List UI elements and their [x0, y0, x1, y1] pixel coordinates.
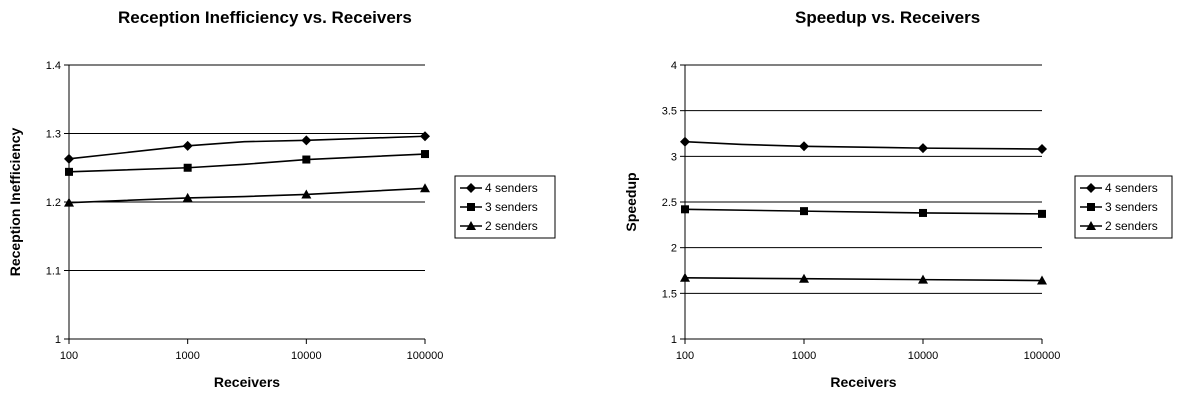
data-point — [421, 150, 429, 159]
data-point — [919, 208, 927, 217]
series-line — [68, 187, 426, 204]
series-4-senders — [680, 136, 1047, 155]
data-point — [183, 163, 192, 172]
legend-marker — [1087, 203, 1095, 211]
legend-marker — [466, 183, 476, 193]
reception-inefficiency-chart: Reception Inefficiency vs. Receivers 1 1.… — [7, 8, 556, 390]
y-tick-label: 1.4 — [46, 60, 61, 72]
legend: 4 senders 3 senders 2 senders — [454, 175, 556, 239]
data-point — [680, 272, 690, 282]
data-point — [64, 197, 74, 207]
x-tick-label: 1000 — [792, 350, 816, 362]
y-tick-label: 3.5 — [662, 106, 677, 118]
x-axis-title: Receivers — [214, 374, 280, 390]
data-point — [301, 189, 312, 199]
data-point — [1037, 144, 1047, 155]
x-tick-label: 10000 — [291, 350, 322, 362]
speedup-chart: Speedup vs. Receivers 1 1.5 2 2.5 3 3.5 4 100 10… — [590, 0, 1177, 397]
legend-label: 3 senders — [485, 200, 538, 214]
series-2-senders — [64, 183, 430, 207]
y-tick-label: 2 — [671, 243, 677, 255]
series-line — [684, 277, 1043, 282]
data-point — [918, 143, 928, 154]
data-point — [1037, 275, 1047, 285]
chart-title: Reception Inefficiency vs. Receivers — [118, 8, 412, 27]
series-4-senders — [64, 131, 430, 164]
x-tick-label: 1000 — [175, 350, 199, 362]
data-point — [420, 183, 430, 193]
data-point — [302, 155, 311, 164]
y-tick-label: 1.2 — [46, 197, 61, 209]
legend-marker — [1086, 221, 1096, 230]
legend-marker — [466, 221, 476, 230]
series-3-senders — [681, 205, 1046, 218]
y-tick-label: 1.3 — [46, 129, 61, 141]
y-tick-label: 1.5 — [662, 288, 677, 300]
y-tick-label: 2.5 — [662, 197, 677, 209]
x-tick-label: 100 — [676, 350, 694, 362]
series-2-senders — [680, 272, 1047, 285]
data-point — [182, 192, 193, 202]
data-point — [800, 207, 808, 216]
data-point — [301, 135, 312, 146]
series-line — [684, 140, 1043, 150]
series-3-senders — [65, 150, 429, 176]
data-point — [799, 273, 809, 283]
data-point — [65, 167, 73, 176]
data-point — [64, 153, 74, 164]
y-tick-label: 1 — [55, 334, 61, 346]
data-point — [799, 141, 809, 152]
legend-marker — [1086, 183, 1096, 193]
data-point — [420, 131, 430, 142]
x-tick-label: 100000 — [407, 350, 444, 362]
legend-label: 2 senders — [485, 219, 538, 233]
series-line — [68, 135, 426, 160]
data-point — [1038, 209, 1046, 218]
series-line — [68, 153, 426, 173]
y-axis-title: Speedup — [623, 172, 639, 231]
speedup-plot: 1 1.5 2 2.5 3 3.5 4 100 1000 10000 100000 Receivers… — [623, 60, 1173, 390]
reception-inefficiency-plot: 1 1.1 1.2 1.3 1.4 100 1000 10000 100000 Receivers… — [7, 60, 556, 390]
x-tick-label: 100000 — [1024, 350, 1061, 362]
y-tick-label: 4 — [671, 60, 677, 72]
legend-label: 2 senders — [1105, 219, 1158, 233]
y-tick-label: 3 — [671, 151, 677, 163]
series-line — [684, 208, 1043, 215]
x-tick-label: 10000 — [908, 350, 939, 362]
data-point — [918, 274, 928, 284]
x-tick-label: 100 — [60, 350, 78, 362]
x-axis-title: Receivers — [830, 374, 896, 390]
data-point — [681, 205, 689, 214]
legend: 4 senders 3 senders 2 senders — [1074, 175, 1173, 239]
legend-label: 4 senders — [485, 181, 538, 195]
legend-label: 4 senders — [1105, 181, 1158, 195]
legend-marker — [467, 203, 475, 211]
chart-title: Speedup vs. Receivers — [795, 8, 981, 27]
y-tick-label: 1.1 — [46, 266, 61, 278]
y-axis-title: Reception Inefficiency — [7, 127, 23, 276]
legend-label: 3 senders — [1105, 200, 1158, 214]
y-tick-label: 1 — [671, 334, 677, 346]
data-point — [680, 136, 690, 147]
data-point — [182, 140, 193, 151]
